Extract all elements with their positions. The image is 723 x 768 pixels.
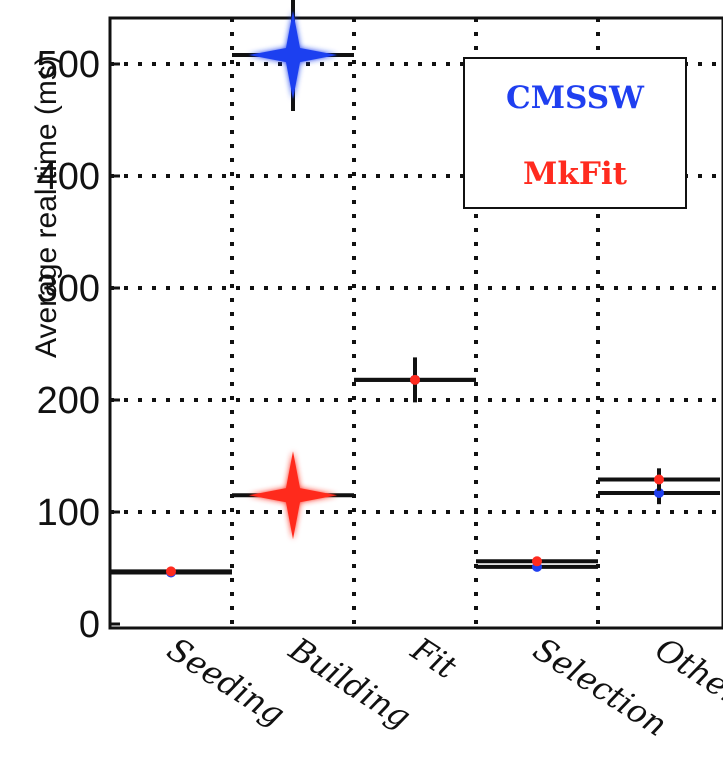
- legend: CMSSW MkFit: [463, 57, 687, 209]
- legend-box: [463, 57, 687, 209]
- y-tick-label: 100: [37, 492, 100, 534]
- y-tick-label: 400: [37, 156, 100, 198]
- y-tick-label: 0: [79, 604, 100, 646]
- y-tick-label: 200: [37, 380, 100, 422]
- legend-entry-mkfit: MkFit: [523, 156, 628, 192]
- x-tick-label: Seeding: [161, 630, 292, 734]
- point-mkfit: [410, 374, 420, 385]
- y-tick-label: 300: [37, 268, 100, 310]
- plot-frame: [108, 16, 723, 630]
- star-marker-cmssw: [249, 11, 337, 100]
- legend-entry-cmssw: CMSSW: [506, 80, 645, 116]
- point-mkfit: [166, 566, 176, 577]
- y-tick-label: 500: [37, 44, 100, 86]
- y-axis-label: Average real time (ms): [30, 55, 63, 358]
- x-tick-label: Building: [282, 629, 418, 736]
- star-marker-mkfit: [249, 451, 337, 540]
- data-marks: [110, 0, 720, 578]
- x-tick-label: Selection: [527, 630, 674, 744]
- x-tick-label: Other: [649, 630, 723, 714]
- point-mkfit: [654, 474, 664, 485]
- point-cmssw: [654, 487, 664, 498]
- x-tick-label: Fit: [404, 629, 464, 686]
- point-mkfit: [532, 556, 542, 567]
